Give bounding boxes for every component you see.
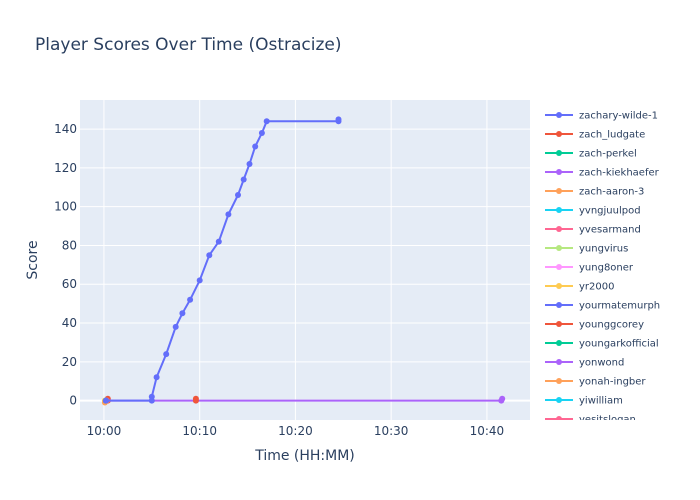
series-layer xyxy=(101,116,506,406)
legend-item[interactable]: yonah-ingber xyxy=(545,377,646,388)
legend-swatch-marker xyxy=(556,131,562,137)
legend-item[interactable]: zach-kiekhaefer xyxy=(545,168,660,179)
legend-swatch-marker xyxy=(556,169,562,175)
legend-swatch-marker xyxy=(556,245,562,251)
legend-item[interactable]: yonwond xyxy=(545,358,624,369)
series-zach_ludgate xyxy=(192,395,199,404)
y-tick-label: 40 xyxy=(62,316,77,330)
legend-label: yung8oner xyxy=(579,263,634,274)
legend-item[interactable]: yr2000 xyxy=(545,282,614,293)
legend-swatch-marker xyxy=(556,359,562,365)
data-point xyxy=(235,192,241,198)
legend-label: yvngjuulpod xyxy=(579,206,641,217)
data-point xyxy=(206,252,213,259)
y-axis-title: Score xyxy=(25,240,41,279)
y-axis-ticks: 0 20 40 60 80 100 120 140 xyxy=(54,122,77,408)
data-point xyxy=(192,397,199,404)
legend-label: yesitslogan xyxy=(579,415,636,426)
y-tick-label: 100 xyxy=(54,200,77,214)
data-point xyxy=(225,211,232,218)
legend-label: zachary-wilde-1 xyxy=(579,111,658,122)
data-point xyxy=(263,118,270,125)
data-point xyxy=(163,351,170,358)
x-axis-ticks: 10:00 10:10 10:20 10:30 10:40 xyxy=(87,424,505,438)
legend-label: yungvirus xyxy=(579,244,628,255)
data-point xyxy=(196,277,203,284)
legend-label: yvesarmand xyxy=(579,225,641,236)
plot-area xyxy=(80,100,530,420)
data-point xyxy=(240,176,247,183)
data-point xyxy=(153,374,160,381)
x-axis-title: Time (HH:MM) xyxy=(254,448,355,464)
legend-label: yr2000 xyxy=(579,282,614,293)
data-point xyxy=(215,238,222,245)
legend-item[interactable]: yungvirus xyxy=(545,244,628,255)
data-point xyxy=(148,393,155,400)
legend-item[interactable]: yvngjuulpod xyxy=(545,206,641,217)
data-point xyxy=(252,143,259,150)
data-point xyxy=(172,323,179,330)
legend-item[interactable]: yesitslogan xyxy=(545,415,636,426)
y-tick-label: 20 xyxy=(62,355,77,369)
legend-swatch-marker xyxy=(556,226,562,232)
legend-item[interactable]: youngarkofficial xyxy=(545,339,659,350)
y-tick-label: 140 xyxy=(54,122,77,136)
legend-swatch-marker xyxy=(556,340,562,346)
legend-label: zach-kiekhaefer xyxy=(579,168,660,179)
series-zachary-wilde-1 xyxy=(102,116,342,404)
data-point xyxy=(187,296,194,303)
legend-item[interactable]: zachary-wilde-1 xyxy=(545,111,658,122)
legend-swatch-marker xyxy=(556,378,562,384)
x-tick-label: 10:30 xyxy=(374,424,409,438)
legend-swatch-marker xyxy=(556,207,562,213)
legend-swatch-marker xyxy=(556,264,562,270)
legend-label: youngarkofficial xyxy=(579,339,659,350)
x-tick-label: 10:00 xyxy=(87,424,122,438)
data-point xyxy=(499,395,506,402)
legend-label: yonah-ingber xyxy=(579,377,646,388)
legend-item[interactable]: zach_ludgate xyxy=(545,130,645,141)
chart-title: Player Scores Over Time (Ostracize) xyxy=(35,35,342,55)
legend-item[interactable]: yung8oner xyxy=(545,263,634,274)
x-tick-label: 10:40 xyxy=(470,424,505,438)
data-point xyxy=(335,116,342,123)
legend-label: yiwilliam xyxy=(579,396,623,407)
legend-swatch-marker xyxy=(556,302,562,308)
legend-swatch-marker xyxy=(556,416,562,420)
x-tick-label: 10:10 xyxy=(182,424,217,438)
legend-label: yourmatemurph xyxy=(579,301,660,312)
legend-label: zach-perkel xyxy=(579,149,637,160)
data-point xyxy=(179,310,186,317)
y-tick-label: 120 xyxy=(54,161,77,175)
data-point xyxy=(258,130,265,136)
y-tick-label: 0 xyxy=(69,394,77,408)
legend-item[interactable]: younggcorey xyxy=(545,320,644,331)
data-point xyxy=(102,397,109,404)
legend-item[interactable]: yourmatemurph xyxy=(545,301,660,312)
data-point xyxy=(246,161,253,167)
legend-label: zach_ludgate xyxy=(579,130,645,141)
legend-swatch-marker xyxy=(556,321,562,327)
x-tick-label: 10:20 xyxy=(278,424,313,438)
y-tick-label: 60 xyxy=(62,277,77,291)
legend-swatch-marker xyxy=(556,112,562,118)
legend-item[interactable]: yiwilliam xyxy=(545,396,623,407)
legend[interactable]: zachary-wilde-1 zach_ludgate zach-perkel za… xyxy=(545,111,660,426)
legend-label: yonwond xyxy=(579,358,624,369)
legend-swatch-marker xyxy=(556,283,562,289)
legend-item[interactable]: zach-aaron-3 xyxy=(545,187,644,198)
legend-item[interactable]: yvesarmand xyxy=(545,225,641,236)
legend-swatch-marker xyxy=(556,188,562,194)
legend-swatch-marker xyxy=(556,150,562,156)
legend-item[interactable]: zach-perkel xyxy=(545,149,637,160)
legend-label: zach-aaron-3 xyxy=(579,187,644,198)
legend-label: younggcorey xyxy=(579,320,644,331)
y-tick-label: 80 xyxy=(62,238,77,252)
legend-swatch-marker xyxy=(556,397,562,403)
